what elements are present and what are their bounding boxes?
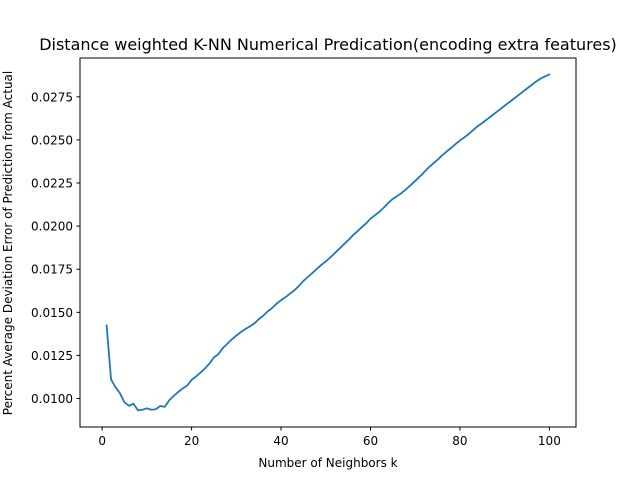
y-axis-label: Percent Average Deviation Error of Predi… [1, 71, 15, 415]
x-tick-label: 20 [184, 434, 199, 448]
x-tick-label: 100 [538, 434, 561, 448]
y-tick-label: 0.0225 [31, 177, 73, 191]
y-tick-label: 0.0175 [31, 263, 73, 277]
y-tick-label: 0.0125 [31, 349, 73, 363]
plot-frame [79, 57, 577, 428]
chart-title: Distance weighted K-NN Numerical Predica… [39, 35, 617, 54]
x-tick-label: 60 [363, 434, 378, 448]
x-axis: 0 20 40 60 80 100 [98, 427, 561, 448]
y-tick-label: 0.0250 [31, 133, 73, 147]
x-tick-label: 0 [98, 434, 106, 448]
y-tick-label: 0.0275 [31, 90, 73, 104]
y-tick-label: 0.0200 [31, 220, 73, 234]
series-line-0 [105, 73, 551, 412]
y-axis: 0.0100 0.0125 0.0150 0.0175 0.0200 0.0225 0.02… [31, 90, 80, 406]
y-tick-label: 0.0100 [31, 392, 73, 406]
x-tick-label: 80 [452, 434, 467, 448]
plot-area [105, 73, 551, 412]
x-tick-label: 40 [273, 434, 288, 448]
y-tick-label: 0.0150 [31, 306, 73, 320]
x-axis-label: Number of Neighbors k [258, 456, 397, 470]
